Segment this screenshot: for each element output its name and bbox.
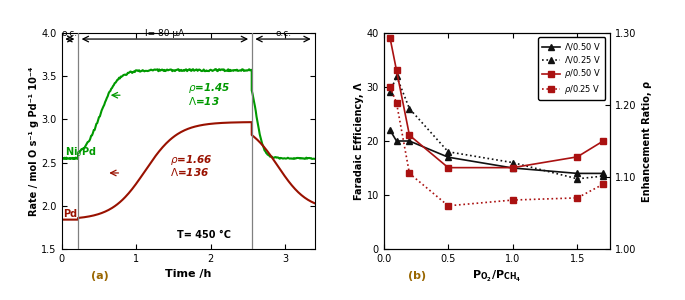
X-axis label: Time /h: Time /h: [165, 269, 212, 279]
Y-axis label: Faradaic Efficiency, Λ: Faradaic Efficiency, Λ: [353, 82, 364, 200]
Text: I= 80 μA: I= 80 μA: [145, 29, 184, 38]
Y-axis label: Rate / mol O s⁻¹ g Pd⁻¹ 10⁻⁴: Rate / mol O s⁻¹ g Pd⁻¹ 10⁻⁴: [29, 66, 38, 216]
Text: T= 450 °C: T= 450 °C: [177, 230, 232, 240]
Text: (b): (b): [408, 271, 427, 281]
Text: Ni$_9$Pd: Ni$_9$Pd: [64, 145, 96, 159]
Text: $\rho$=1.66: $\rho$=1.66: [170, 153, 212, 166]
Text: Pd: Pd: [63, 209, 77, 219]
Text: o.c.: o.c.: [275, 29, 292, 38]
Text: (a): (a): [91, 271, 108, 281]
Text: $\rho$=1.45: $\rho$=1.45: [188, 81, 231, 95]
Y-axis label: Enhancement Ratio, ρ: Enhancement Ratio, ρ: [642, 80, 651, 202]
Text: $\Lambda$=13: $\Lambda$=13: [188, 95, 220, 107]
Text: o.c.: o.c.: [62, 29, 78, 38]
Legend: $\Lambda$/0.50 V, $\Lambda$/0.25 V, $\rho$/0.50 V, $\rho$/0.25 V: $\Lambda$/0.50 V, $\Lambda$/0.25 V, $\rh…: [538, 37, 606, 100]
Text: $\Lambda$=136: $\Lambda$=136: [170, 167, 209, 178]
X-axis label: P$_{\mathregular{O_2}}$/P$_{\mathregular{CH_4}}$: P$_{\mathregular{O_2}}$/P$_{\mathregular…: [472, 269, 521, 284]
